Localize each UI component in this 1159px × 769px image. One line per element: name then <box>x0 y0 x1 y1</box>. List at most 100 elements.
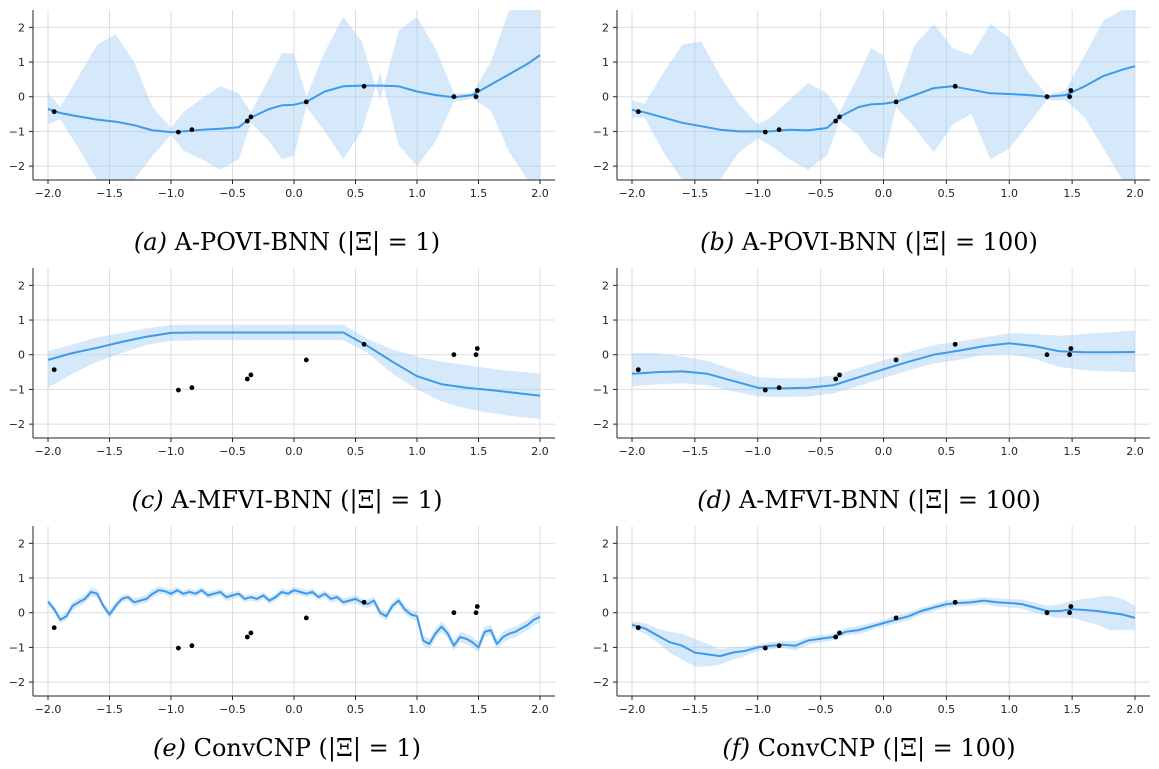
x-tick-label: 0.0 <box>875 187 893 200</box>
x-tick-label: 1.0 <box>408 703 426 716</box>
x-tick-label: 0.0 <box>285 703 303 716</box>
x-tick-label: 1.0 <box>1001 445 1019 458</box>
context-point <box>1067 94 1072 100</box>
x-tick-label: 0.5 <box>938 703 956 716</box>
x-tick-label: 2.0 <box>1126 445 1144 458</box>
caption-f-text: ConvCNP (|Ξ| = 100) <box>750 734 1016 763</box>
x-tick-label: 0.0 <box>285 445 303 458</box>
context-point <box>1044 352 1050 358</box>
x-tick-label: −1.5 <box>96 187 123 200</box>
x-tick-label: 1.5 <box>1063 703 1081 716</box>
caption-e-text: ConvCNP (|Ξ| = 1) <box>186 734 421 763</box>
x-tick-label: −0.5 <box>219 445 246 458</box>
x-tick-label: 0.0 <box>875 445 893 458</box>
y-tick-label: 0 <box>18 91 25 104</box>
context-point <box>635 625 641 631</box>
context-point <box>451 352 457 358</box>
uncertainty-band <box>632 595 1135 667</box>
context-point <box>361 599 367 605</box>
x-tick-label: −1.0 <box>744 187 771 200</box>
x-tick-label: 0.5 <box>347 187 365 200</box>
x-tick-label: 0.5 <box>938 445 956 458</box>
y-tick-label: 2 <box>18 21 25 34</box>
caption-c-letter: (c) <box>131 486 163 514</box>
caption-a-letter: (a) <box>134 228 167 256</box>
y-tick-label: 1 <box>18 314 25 327</box>
context-point <box>635 109 641 115</box>
x-tick-label: −2.0 <box>619 703 646 716</box>
x-tick-label: −1.0 <box>158 187 185 200</box>
x-tick-label: −1.0 <box>158 703 185 716</box>
y-tick-label: 2 <box>18 537 25 550</box>
x-tick-label: −0.5 <box>807 187 834 200</box>
panel-convcnp-100: −2.0 −1.5 −1.0 −0.5 0.0 0.5 1.0 1.5 2.0 −2 −1 0 1 2 <box>593 526 1150 716</box>
y-tick-label: −1 <box>593 125 609 138</box>
y-tick-label: 2 <box>18 279 25 292</box>
caption-a-text: A-POVI-BNN (|Ξ| = 1) <box>167 228 440 257</box>
context-point <box>474 346 480 351</box>
x-tick-label: −2.0 <box>619 187 646 200</box>
x-tick-label: −0.5 <box>807 703 834 716</box>
context-point <box>1044 94 1050 100</box>
panel-a-povi-bnn-1: −2.0 −1.5 −1.0 −0.5 0.0 0.5 1.0 1.5 2.0 −2 −1 0 1 2 <box>9 10 555 200</box>
y-tick-label: 1 <box>602 56 609 69</box>
context-point <box>893 99 899 105</box>
y-tick-label: 0 <box>18 349 25 362</box>
context-point <box>51 625 57 631</box>
y-tick-label: 2 <box>602 21 609 34</box>
context-point <box>176 129 181 135</box>
x-tick-label: −0.5 <box>219 187 246 200</box>
x-tick-label: −0.5 <box>807 445 834 458</box>
y-tick-label: −2 <box>593 418 609 431</box>
uncertainty-band <box>632 330 1135 398</box>
x-tick-label: −2.0 <box>619 445 646 458</box>
x-tick-label: −1.5 <box>96 703 123 716</box>
x-tick-label: 0.5 <box>938 187 956 200</box>
x-tick-label: 1.5 <box>1063 445 1081 458</box>
predictive-mean-line <box>631 599 1136 658</box>
x-tick-label: 2.0 <box>1126 703 1144 716</box>
context-point <box>893 357 899 363</box>
y-tick-label: −2 <box>9 160 25 173</box>
predictive-mean-line <box>47 331 541 397</box>
caption-a: (a) A-POVI-BNN (|Ξ| = 1) <box>134 228 440 257</box>
context-point <box>1068 604 1074 609</box>
context-point <box>952 341 958 347</box>
context-point <box>451 610 457 616</box>
context-point <box>473 610 479 616</box>
context-point <box>248 372 254 378</box>
context-point <box>189 385 195 391</box>
y-tick-label: −2 <box>9 418 25 431</box>
context-point <box>1067 610 1072 616</box>
y-tick-label: 1 <box>602 314 609 327</box>
y-tick-label: 2 <box>602 279 609 292</box>
panel-convcnp-1: −2.0 −1.5 −1.0 −0.5 0.0 0.5 1.0 1.5 2.0 −2 −1 0 1 2 <box>9 526 555 716</box>
caption-c-text: A-MFVI-BNN (|Ξ| = 1) <box>164 486 443 515</box>
context-point <box>762 387 768 393</box>
context-point <box>176 645 181 651</box>
uncertainty-band <box>632 10 1135 180</box>
context-point <box>473 94 479 100</box>
y-tick-label: 0 <box>18 607 25 620</box>
context-point <box>776 127 782 133</box>
y-tick-label: −1 <box>9 125 25 138</box>
context-point <box>1044 610 1050 616</box>
y-tick-label: 1 <box>18 572 25 585</box>
context-point <box>837 630 842 636</box>
x-tick-label: 1.0 <box>408 445 426 458</box>
context-point <box>451 94 457 100</box>
caption-f-letter: (f) <box>722 734 750 762</box>
uncertainty-band <box>48 10 540 180</box>
context-point <box>893 615 899 621</box>
context-point <box>303 357 309 363</box>
x-tick-label: 1.0 <box>408 187 426 200</box>
context-point <box>244 376 250 382</box>
y-tick-label: −2 <box>9 676 25 689</box>
caption-d-text: A-MFVI-BNN (|Ξ| = 100) <box>731 486 1040 515</box>
x-tick-label: 0.0 <box>285 187 303 200</box>
x-tick-label: 1.0 <box>1001 703 1019 716</box>
context-point <box>1068 346 1074 351</box>
y-tick-label: −1 <box>593 641 609 654</box>
context-point <box>248 630 254 636</box>
